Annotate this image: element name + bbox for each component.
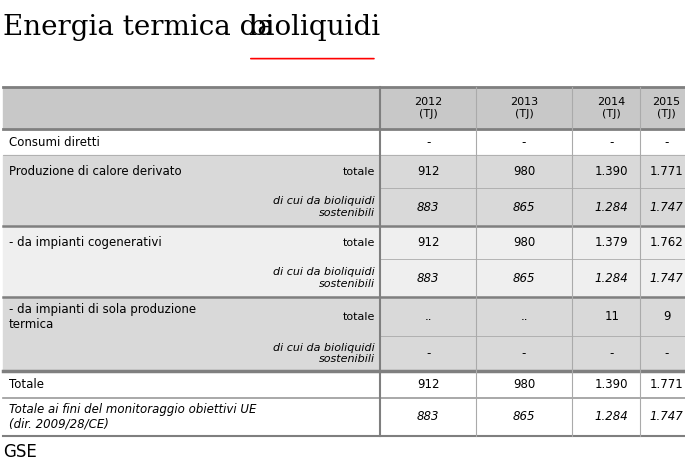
Text: 1.771: 1.771 — [649, 165, 684, 178]
Text: totale: totale — [342, 238, 375, 248]
Text: 1.390: 1.390 — [595, 165, 628, 178]
Bar — [3, 398, 685, 436]
Text: -: - — [610, 136, 614, 149]
Text: 2015
(TJ): 2015 (TJ) — [652, 97, 681, 119]
Text: GSE: GSE — [3, 443, 37, 461]
Text: 1.390: 1.390 — [595, 378, 628, 391]
Text: 865: 865 — [513, 201, 535, 214]
Text: 980: 980 — [513, 165, 535, 178]
Text: -: - — [522, 136, 526, 149]
Text: Totale: Totale — [9, 378, 44, 391]
Bar — [3, 297, 685, 336]
Text: di cui da bioliquidi
sostenibili: di cui da bioliquidi sostenibili — [273, 197, 375, 218]
Text: ..: .. — [521, 310, 527, 323]
Text: 1.762: 1.762 — [649, 236, 684, 249]
Text: 1.747: 1.747 — [649, 272, 684, 285]
Text: totale: totale — [342, 312, 375, 322]
Bar — [3, 155, 685, 188]
Text: -: - — [522, 347, 526, 360]
Text: 1.379: 1.379 — [595, 236, 629, 249]
Text: 1.771: 1.771 — [649, 378, 684, 391]
Text: 883: 883 — [417, 272, 439, 285]
Text: 1.284: 1.284 — [595, 272, 629, 285]
Text: 865: 865 — [513, 410, 535, 424]
Text: ..: .. — [425, 310, 432, 323]
Text: Produzione di calore derivato: Produzione di calore derivato — [9, 165, 182, 178]
Text: Consumi diretti: Consumi diretti — [9, 136, 100, 149]
Text: 912: 912 — [417, 236, 439, 249]
Text: 1.284: 1.284 — [595, 201, 629, 214]
Text: Energia termica da: Energia termica da — [3, 14, 283, 41]
Text: - da impianti di sola produzione
termica: - da impianti di sola produzione termica — [9, 303, 196, 331]
Text: Totale ai fini del monitoraggio obiettivi UE
(dir. 2009/28/CE): Totale ai fini del monitoraggio obiettiv… — [9, 403, 256, 431]
Bar — [3, 188, 685, 227]
Text: 2013
(TJ): 2013 (TJ) — [510, 97, 538, 119]
Bar — [3, 259, 685, 297]
Text: -: - — [610, 347, 614, 360]
Text: 883: 883 — [417, 201, 439, 214]
Text: 1.747: 1.747 — [649, 201, 684, 214]
Text: -: - — [664, 136, 669, 149]
Text: 9: 9 — [663, 310, 670, 323]
Text: 980: 980 — [513, 236, 535, 249]
Text: 1.284: 1.284 — [595, 410, 629, 424]
Text: 865: 865 — [513, 272, 535, 285]
Text: 883: 883 — [417, 410, 439, 424]
Bar — [3, 336, 685, 371]
Text: 2012
(TJ): 2012 (TJ) — [414, 97, 443, 119]
Text: 912: 912 — [417, 378, 439, 391]
Text: di cui da bioliquidi
sostenibili: di cui da bioliquidi sostenibili — [273, 343, 375, 364]
Text: 1.747: 1.747 — [649, 410, 684, 424]
Bar — [3, 129, 685, 155]
Bar — [3, 227, 685, 259]
Text: 11: 11 — [604, 310, 619, 323]
Bar — [3, 371, 685, 398]
Text: -: - — [664, 347, 669, 360]
Text: bioliquidi: bioliquidi — [248, 14, 380, 41]
Text: 2014
(TJ): 2014 (TJ) — [597, 97, 626, 119]
Text: -: - — [426, 136, 430, 149]
Text: - da impianti cogenerativi: - da impianti cogenerativi — [9, 236, 162, 249]
Text: totale: totale — [342, 166, 375, 177]
Text: -: - — [426, 347, 430, 360]
Text: 980: 980 — [513, 378, 535, 391]
Bar — [3, 87, 685, 129]
Text: di cui da bioliquidi
sostenibili: di cui da bioliquidi sostenibili — [273, 267, 375, 289]
Text: 912: 912 — [417, 165, 439, 178]
